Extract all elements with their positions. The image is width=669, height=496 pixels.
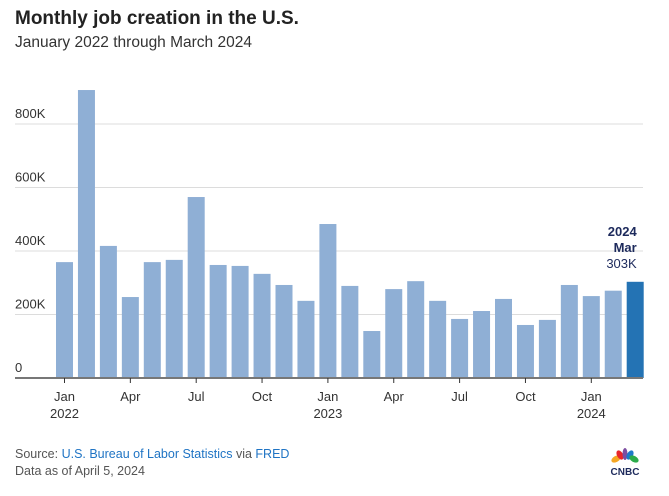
bar-jan-2022 [56,262,73,378]
bar-feb-2023 [341,285,359,378]
bar-jun-2022 [165,259,183,378]
cnbc-logo: CNBC [605,448,645,478]
x-tick-year: 2024 [577,406,606,421]
x-tick-label: Apr [120,389,141,404]
source-prefix: Source: [15,447,62,461]
x-tick-label: Oct [252,389,273,404]
source-line: Source: U.S. Bureau of Labor Statistics … [15,447,289,461]
bar-mar-2023 [363,331,381,378]
annotation-month: Mar [614,240,637,255]
x-tick-label: Oct [515,389,536,404]
bar-aug-2022 [209,264,227,378]
annotation-year: 2024 [608,224,638,239]
bar-jun-2023 [429,300,447,378]
bar-feb-2022 [77,90,95,378]
bar-dec-2022 [297,300,315,378]
bar-jul-2022 [187,197,205,378]
x-tick-year: 2023 [313,406,342,421]
bar-apr-2023 [385,289,403,378]
bar-jan-2024 [582,296,600,378]
x-tick-year: 2022 [50,406,79,421]
bar-jan-2023 [319,224,337,378]
bar-oct-2023 [516,324,534,378]
annotation-value: 303K [606,256,637,271]
y-tick-label: 800K [15,106,46,121]
y-tick-label: 400K [15,233,46,248]
source-via: via [232,447,256,461]
bar-mar-2022 [99,245,117,378]
chart-subtitle: January 2022 through March 2024 [15,34,252,51]
bar-oct-2022 [253,273,271,378]
bar-dec-2023 [560,284,578,378]
y-tick-label: 0 [15,360,22,375]
bar-mar-2024 [626,281,644,378]
x-tick-label: Jan [581,389,602,404]
y-tick-label: 200K [15,297,46,312]
x-tick-label: Jul [188,389,205,404]
bar-nov-2023 [538,319,556,378]
bar-jul-2023 [451,318,469,378]
bar-aug-2023 [473,311,491,378]
bar-sep-2022 [231,265,249,378]
bar-apr-2022 [121,297,139,378]
x-tick-label: Jan [317,389,338,404]
chart-title: Monthly job creation in the U.S. [15,8,299,29]
y-tick-label: 600K [15,170,46,185]
bar-may-2023 [407,281,425,378]
peacock-icon [611,448,639,463]
fred-link[interactable]: FRED [255,447,290,461]
x-tick-label: Jan [54,389,75,404]
x-tick-label: Jul [451,389,468,404]
data-as-of: Data as of April 5, 2024 [15,464,145,478]
bls-link[interactable]: U.S. Bureau of Labor Statistics [61,447,233,461]
bar-nov-2022 [275,284,293,378]
bar-feb-2024 [604,290,622,378]
bar-sep-2023 [495,298,512,378]
bar-may-2022 [143,262,161,378]
logo-text: CNBC [610,467,640,478]
x-tick-label: Apr [384,389,405,404]
